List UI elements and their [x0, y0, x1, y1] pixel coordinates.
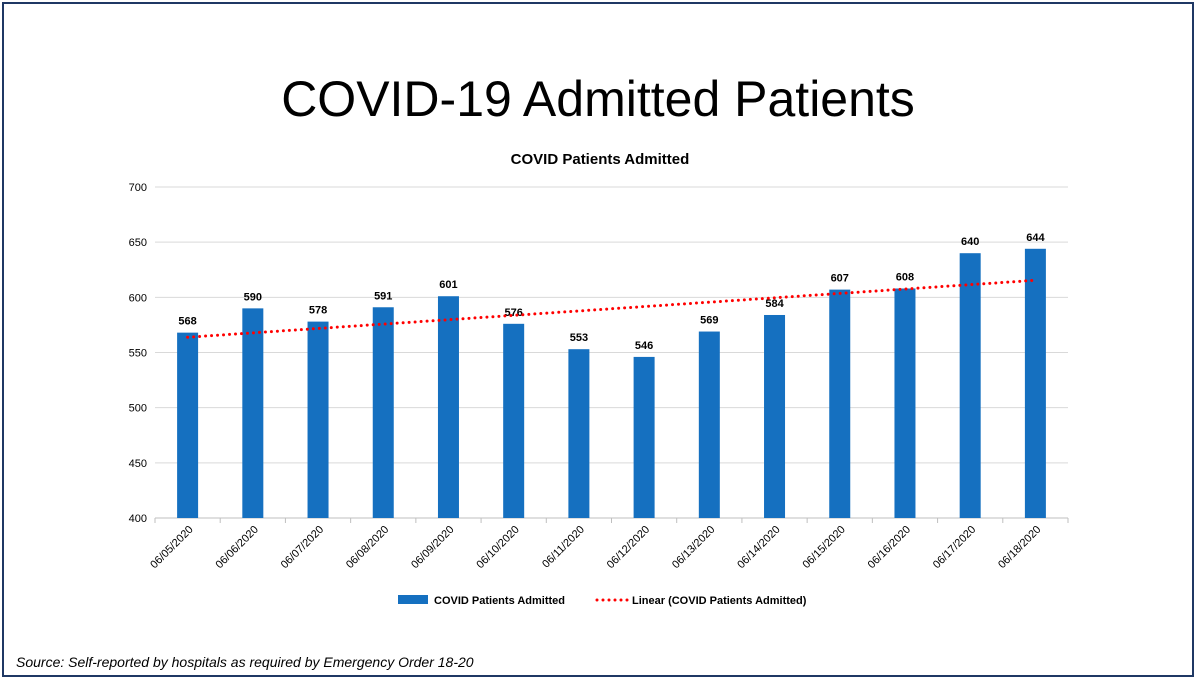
data-label: 591 [374, 290, 392, 302]
y-tick-label: 500 [129, 403, 147, 415]
y-tick-label: 700 [129, 182, 147, 194]
bar-06/09/2020 [437, 296, 459, 518]
data-label: 576 [504, 307, 522, 319]
bar-06/06/2020 [242, 308, 264, 518]
legend: COVID Patients Admitted Linear (COVID Pa… [398, 595, 807, 607]
gridlines [155, 186, 1068, 519]
x-tick-label: 06/17/2020 [931, 524, 978, 571]
x-tick-label: 06/09/2020 [409, 524, 456, 571]
x-tick-label: 06/18/2020 [996, 524, 1043, 571]
bar-06/07/2020 [307, 321, 329, 518]
y-tick-label: 550 [129, 348, 147, 360]
data-label: 546 [635, 340, 653, 352]
data-label: 569 [700, 315, 718, 327]
x-tick-label: 06/08/2020 [344, 524, 391, 571]
y-tick-label: 600 [129, 292, 147, 304]
data-label: 568 [178, 316, 196, 328]
y-tick-label: 650 [129, 237, 147, 249]
x-tick-label: 06/07/2020 [279, 524, 326, 571]
x-tick-label: 06/14/2020 [735, 524, 782, 571]
x-tick-label: 06/10/2020 [474, 524, 521, 571]
x-tick-label: 06/11/2020 [540, 524, 587, 571]
bar-06/05/2020 [177, 332, 199, 518]
bar-06/11/2020 [568, 349, 590, 518]
trendline [186, 278, 1037, 339]
chart-title: COVID Patients Admitted [511, 151, 690, 168]
data-labels: 568 590 578 591 601 576 553 546 569 584 607 608 640 6… [178, 232, 1045, 352]
bar-06/12/2020 [633, 356, 655, 518]
y-tick-label: 400 [129, 513, 147, 525]
bar-06/10/2020 [503, 323, 525, 518]
bar-06/18/2020 [1024, 248, 1046, 518]
bar-06/16/2020 [894, 288, 916, 518]
data-label: 601 [439, 279, 457, 291]
x-tick-label: 06/05/2020 [148, 524, 195, 571]
x-tick-label: 06/06/2020 [214, 524, 261, 571]
y-axis-ticks: 400 450 500 550 600 650 700 [129, 182, 147, 525]
trendline-path [186, 278, 1037, 339]
x-tick-label: 06/13/2020 [670, 524, 717, 571]
data-label: 578 [309, 305, 327, 317]
legend-label-bars: COVID Patients Admitted [434, 595, 565, 607]
legend-swatch-bars [398, 595, 428, 604]
bar-06/13/2020 [698, 331, 720, 518]
data-label: 607 [831, 273, 849, 285]
x-tick-label: 06/15/2020 [800, 524, 847, 571]
bar-06/08/2020 [372, 307, 394, 518]
y-tick-label: 450 [129, 458, 147, 470]
x-tick-label: 06/16/2020 [866, 524, 913, 571]
data-label: 584 [765, 298, 784, 310]
data-label: 608 [896, 272, 914, 284]
bar-06/15/2020 [829, 289, 851, 518]
data-label: 644 [1026, 232, 1045, 244]
data-label: 640 [961, 236, 979, 248]
source-note: Source: Self-reported by hospitals as re… [16, 654, 474, 670]
bars [177, 248, 1046, 518]
bar-06/17/2020 [959, 253, 981, 518]
bar-06/14/2020 [764, 314, 786, 518]
data-label: 590 [244, 291, 262, 303]
legend-label-trendline: Linear (COVID Patients Admitted) [632, 595, 807, 607]
slide-title: COVID-19 Admitted Patients [281, 71, 915, 127]
data-label: 553 [570, 332, 588, 344]
x-axis-ticks: 06/05/2020 06/06/2020 06/07/2020 06/08/2020… [148, 518, 1069, 571]
x-tick-label: 06/12/2020 [605, 524, 652, 571]
